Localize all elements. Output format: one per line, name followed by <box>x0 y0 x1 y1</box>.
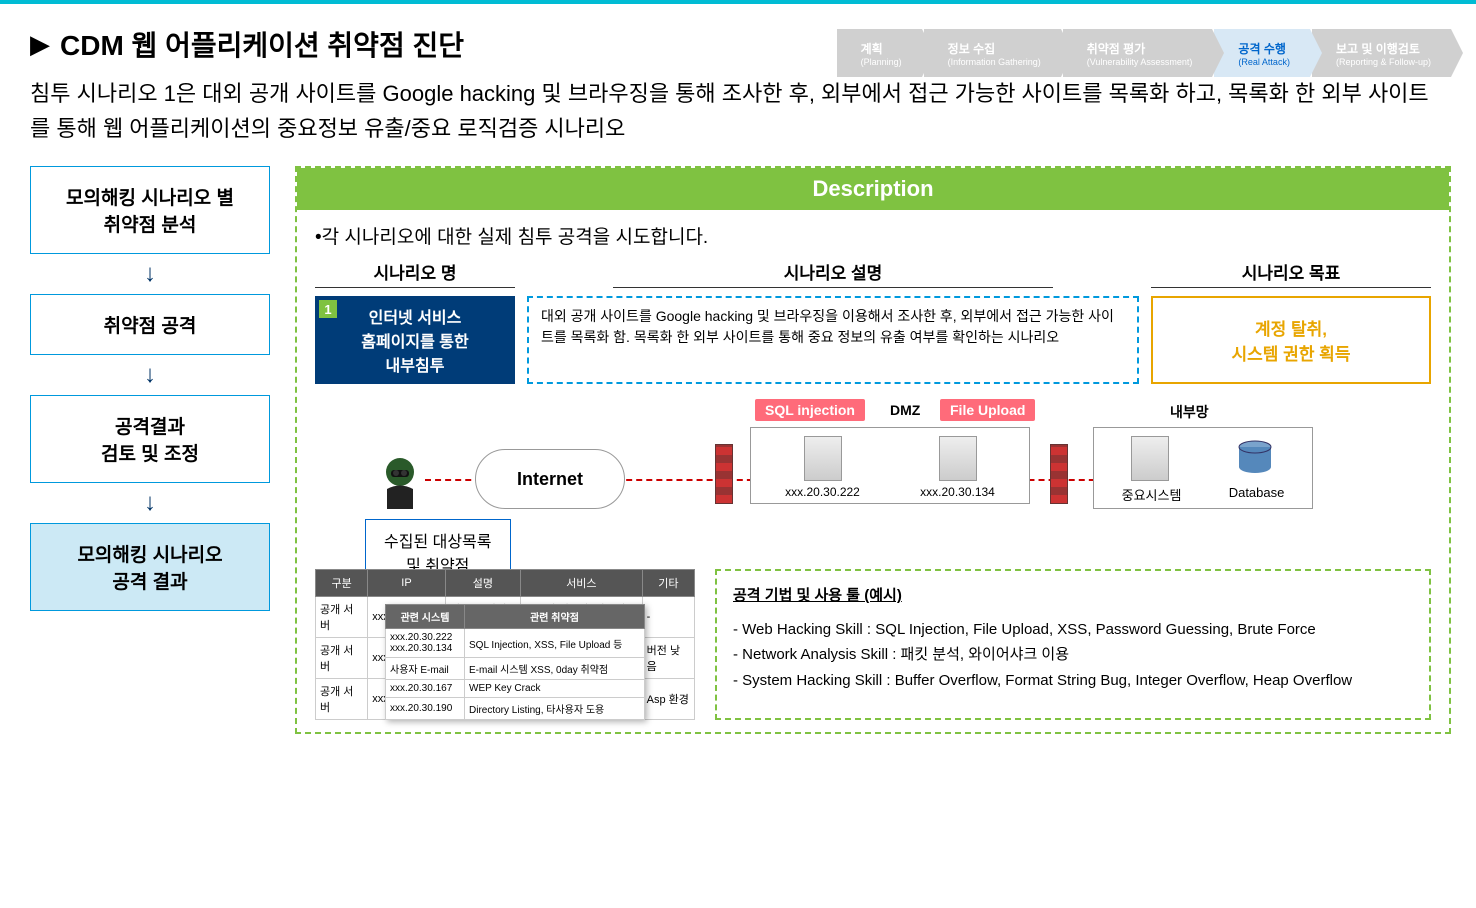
workflow-step: 공격 수행(Real Attack) <box>1214 29 1310 77</box>
network-diagram: SQL injection DMZ File Upload 내부망 ▶ Inte… <box>315 399 1431 559</box>
workflow-steps: 계획(Planning)정보 수집(Information Gathering)… <box>837 29 1451 77</box>
table-header: 관련 시스템 <box>386 605 465 629</box>
database-label: Database <box>1229 485 1285 504</box>
scenario-desc-box: 대외 공개 사이트를 Google hacking 및 브라우징을 이용해서 조… <box>527 296 1139 384</box>
tools-title: 공격 기법 및 사용 툴 (예시) <box>733 583 1413 609</box>
dmz-ip2: xxx.20.30.134 <box>920 485 995 499</box>
bullet-text: •각 시나리오에 대한 실제 침투 공격을 시도합니다. <box>315 222 1431 249</box>
description-header: Description <box>297 168 1449 210</box>
flow-step-box: 공격결과검토 및 조정 <box>30 395 270 483</box>
scenario-row: 1 인터넷 서비스홈페이지를 통한내부침투 대외 공개 사이트를 Google … <box>315 296 1431 384</box>
sql-injection-tag: SQL injection <box>755 399 865 421</box>
database-icon <box>1235 439 1275 479</box>
dmz-box: xxx.20.30.222 xxx.20.30.134 <box>750 427 1030 504</box>
page-title: CDM 웹 어플리케이션 취약점 진단 <box>60 24 464 64</box>
vuln-table: 관련 시스템관련 취약점 xxx.20.30.222xxx.20.30.134S… <box>385 604 645 720</box>
table-row: xxx.20.30.190Directory Listing, 타사용자 도용 <box>386 698 645 720</box>
tools-item: - System Hacking Skill : Buffer Overflow… <box>733 668 1413 694</box>
table-header: 설명 <box>445 570 520 597</box>
table-cell: xxx.20.30.190 <box>386 698 465 720</box>
table-header: 서비스 <box>521 570 643 597</box>
left-flow-boxes: 모의해킹 시나리오 별취약점 분석 ↓ 취약점 공격 ↓ 공격결과검토 및 조정 ↓ 모의해… <box>25 166 275 734</box>
table-cell: WEP Key Crack <box>465 680 645 698</box>
dmz-ip1: xxx.20.30.222 <box>785 485 860 499</box>
workflow-step: 정보 수집(Information Gathering) <box>924 29 1061 77</box>
table-header: 관련 취약점 <box>465 605 645 629</box>
arrow-down-icon: ↓ <box>144 491 156 515</box>
internal-box: 중요시스템 Database <box>1093 427 1313 509</box>
scenario-headers: 시나리오 명 시나리오 설명 시나리오 목표 <box>315 259 1431 288</box>
file-upload-tag: File Upload <box>940 399 1035 421</box>
table-cell: Directory Listing, 타사용자 도용 <box>465 698 645 720</box>
firewall-icon-1 <box>715 444 733 504</box>
arrow-down-icon: ↓ <box>144 262 156 286</box>
table-header-row: 구분IP설명서비스기타 <box>316 570 695 597</box>
table-cell: xxx.20.30.222xxx.20.30.134 <box>386 629 465 658</box>
col-scenario-name: 시나리오 명 <box>315 259 515 288</box>
workflow-step: 취약점 평가(Vulnerability Assessment) <box>1063 29 1213 77</box>
table-cell: 공개 서버 <box>316 597 368 638</box>
vuln-header-row: 관련 시스템관련 취약점 <box>386 605 645 629</box>
table-header: 기타 <box>642 570 694 597</box>
arrow-down-icon: ↓ <box>144 363 156 387</box>
scenario-goal-text: 계정 탈취,시스템 권한 획득 <box>1232 315 1351 365</box>
table-header: 구분 <box>316 570 368 597</box>
table-cell: E-mail 시스템 XSS, 0day 취약점 <box>465 658 645 680</box>
description-panel: Description •각 시나리오에 대한 실제 침투 공격을 시도합니다.… <box>295 166 1451 734</box>
firewall-icon-2 <box>1050 444 1068 504</box>
table-cell: xxx.20.30.167 <box>386 680 465 698</box>
table-cell: Asp 환경 <box>642 679 694 720</box>
table-cell: - <box>642 597 694 638</box>
target-table-wrap: 구분IP설명서비스기타 공개 서버xxx.20.30.222대표 웹 사이트로그… <box>315 569 695 720</box>
table-row: xxx.20.30.222xxx.20.30.134SQL Injection,… <box>386 629 645 658</box>
table-row: 사용자 E-mailE-mail 시스템 XSS, 0day 취약점 <box>386 658 645 680</box>
workflow-step: 보고 및 이행검토(Reporting & Follow-up) <box>1312 29 1451 77</box>
vuln-table-body: xxx.20.30.222xxx.20.30.134SQL Injection,… <box>386 629 645 720</box>
col-scenario-goal: 시나리오 목표 <box>1151 259 1431 288</box>
flow-step-box: 모의해킹 시나리오 별취약점 분석 <box>30 166 270 254</box>
description-body: •각 시나리오에 대한 실제 침투 공격을 시도합니다. 시나리오 명 시나리오… <box>297 210 1449 732</box>
header: ▶ CDM 웹 어플리케이션 취약점 진단 계획(Planning)정보 수집(… <box>0 4 1476 64</box>
bottom-row: 구분IP설명서비스기타 공개 서버xxx.20.30.222대표 웹 사이트로그… <box>315 569 1431 720</box>
critical-system-label: 중요시스템 <box>1122 485 1182 504</box>
flow-step-box: 취약점 공격 <box>30 294 270 355</box>
tools-item: - Web Hacking Skill : SQL Injection, Fil… <box>733 617 1413 643</box>
table-row: xxx.20.30.167WEP Key Crack <box>386 680 645 698</box>
scenario-number: 1 <box>319 300 337 318</box>
server-icon <box>939 436 977 481</box>
server-icon <box>804 436 842 481</box>
scenario-name-box: 1 인터넷 서비스홈페이지를 통한내부침투 <box>315 296 515 384</box>
tools-box: 공격 기법 및 사용 툴 (예시) - Web Hacking Skill : … <box>715 569 1431 720</box>
table-cell: 공개 서버 <box>316 679 368 720</box>
table-header: IP <box>368 570 446 597</box>
workflow-step: 계획(Planning) <box>837 29 922 77</box>
title-arrow-icon: ▶ <box>30 29 50 60</box>
table-cell: 사용자 E-mail <box>386 658 465 680</box>
intro-text: 침투 시나리오 1은 대외 공개 사이트를 Google hacking 및 브… <box>0 64 1476 166</box>
main-content: 모의해킹 시나리오 별취약점 분석 ↓ 취약점 공격 ↓ 공격결과검토 및 조정 ↓ 모의해… <box>0 166 1476 734</box>
scenario-goal-box: 계정 탈취,시스템 권한 획득 <box>1151 296 1431 384</box>
internet-cloud: Internet <box>475 449 625 509</box>
scenario-name-text: 인터넷 서비스홈페이지를 통한내부침투 <box>361 310 469 375</box>
col-scenario-desc: 시나리오 설명 <box>613 259 1053 288</box>
tools-list: - Web Hacking Skill : SQL Injection, Fil… <box>733 617 1413 694</box>
flow-step-box: 모의해킹 시나리오공격 결과 <box>30 523 270 611</box>
hacker-icon <box>375 454 425 509</box>
table-cell: SQL Injection, XSS, File Upload 등 <box>465 629 645 658</box>
table-cell: 버전 낮음 <box>642 638 694 679</box>
table-cell: 공개 서버 <box>316 638 368 679</box>
server-icon <box>1131 436 1169 481</box>
internal-net-label: 내부망 <box>1170 402 1209 422</box>
dmz-label: DMZ <box>890 402 920 418</box>
tools-item: - Network Analysis Skill : 패킷 분석, 와이어샤크 … <box>733 642 1413 668</box>
